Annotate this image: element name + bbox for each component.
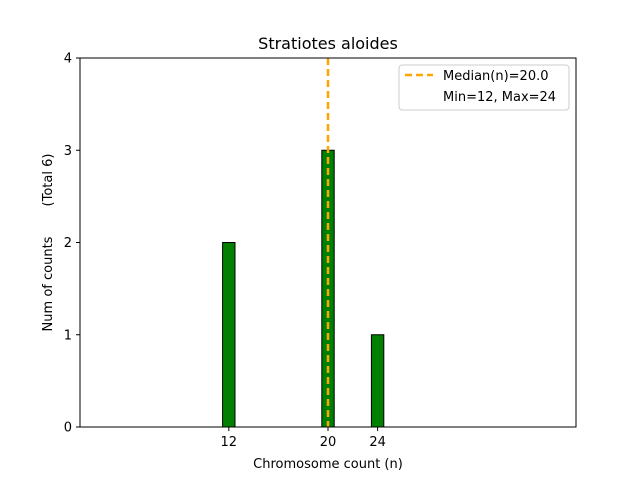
bar-24 [370, 334, 385, 428]
y-tick-label: 2 [64, 236, 72, 251]
bar-12 [222, 242, 236, 428]
bars-group [222, 149, 385, 428]
y-axis-label: Num of counts [41, 236, 56, 331]
x-tick-label: 20 [320, 435, 337, 450]
y-axis-ticks: 0 1 2 3 4 [64, 52, 80, 436]
x-tick-label: 24 [369, 435, 386, 450]
x-axis-ticks: 12 20 24 [221, 427, 386, 450]
x-tick-label: 12 [221, 435, 238, 450]
legend-median-label: Median(n)=20.0 [443, 69, 549, 84]
legend: Median(n)=20.0 Min=12, Max=24 [398, 64, 570, 111]
x-axis-label: Chromosome count (n) [253, 457, 403, 472]
chart-title: Stratiotes aloides [258, 34, 398, 53]
y-tick-label: 4 [64, 52, 72, 67]
legend-box [398, 64, 570, 111]
y-tick-label: 1 [64, 328, 72, 343]
y-tick-label: 3 [64, 144, 72, 159]
y-tick-label: 0 [64, 421, 72, 436]
y-axis-total-note: (Total 6) [41, 154, 56, 207]
legend-minmax-label: Min=12, Max=24 [443, 90, 556, 105]
